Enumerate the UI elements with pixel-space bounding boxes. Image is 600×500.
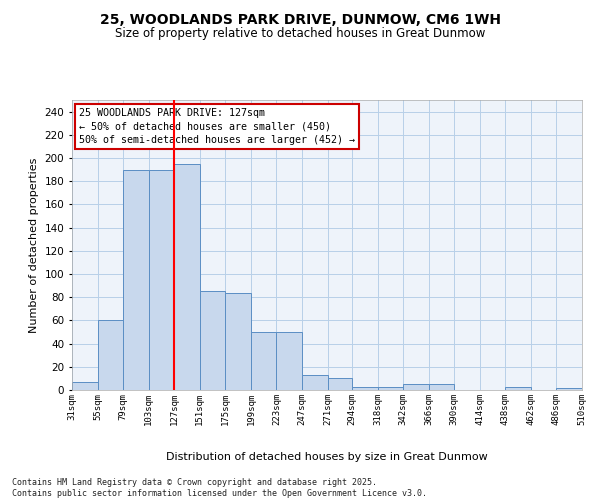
Bar xyxy=(302,375,328,390)
Text: 25 WOODLANDS PARK DRIVE: 127sqm
← 50% of detached houses are smaller (450)
50% o: 25 WOODLANDS PARK DRIVE: 127sqm ← 50% of… xyxy=(79,108,355,144)
Bar xyxy=(277,332,302,390)
Bar xyxy=(428,384,454,390)
Bar xyxy=(174,164,200,390)
Bar xyxy=(352,386,377,390)
Bar xyxy=(403,384,428,390)
Bar xyxy=(226,292,251,390)
Bar xyxy=(200,292,226,390)
Bar xyxy=(328,378,352,390)
Bar xyxy=(377,386,403,390)
Text: Size of property relative to detached houses in Great Dunmow: Size of property relative to detached ho… xyxy=(115,28,485,40)
Y-axis label: Number of detached properties: Number of detached properties xyxy=(29,158,39,332)
Text: Distribution of detached houses by size in Great Dunmow: Distribution of detached houses by size … xyxy=(166,452,488,462)
Bar xyxy=(98,320,123,390)
Bar xyxy=(251,332,277,390)
Bar xyxy=(556,388,582,390)
Text: 25, WOODLANDS PARK DRIVE, DUNMOW, CM6 1WH: 25, WOODLANDS PARK DRIVE, DUNMOW, CM6 1W… xyxy=(100,12,500,26)
Text: Contains HM Land Registry data © Crown copyright and database right 2025.
Contai: Contains HM Land Registry data © Crown c… xyxy=(12,478,427,498)
Bar xyxy=(123,170,149,390)
Bar xyxy=(72,382,98,390)
Bar xyxy=(505,386,531,390)
Bar xyxy=(149,170,174,390)
